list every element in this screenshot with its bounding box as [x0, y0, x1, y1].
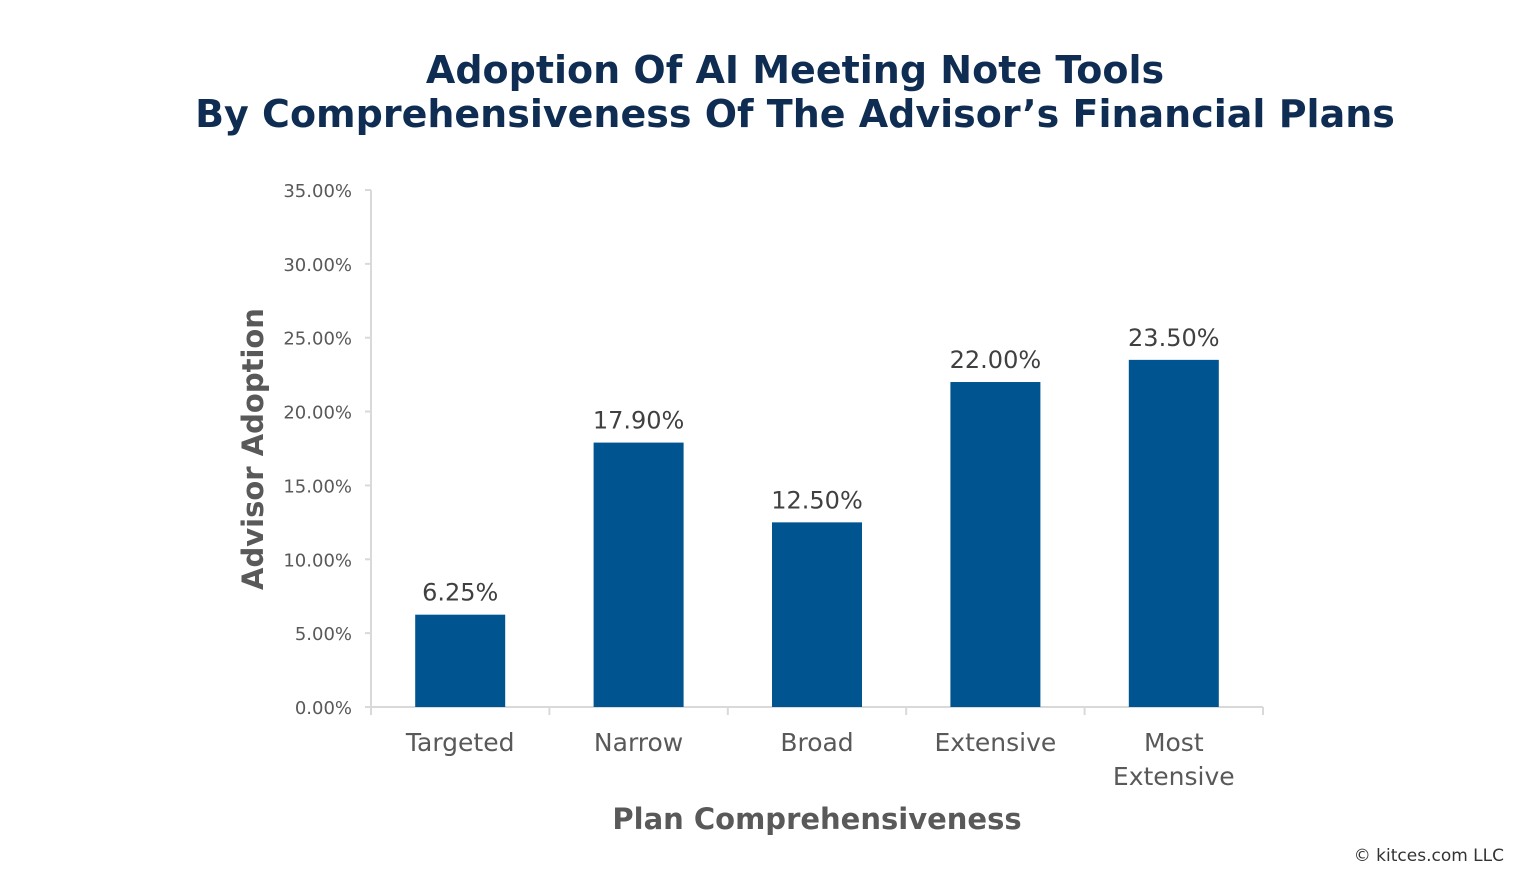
- data-label: 22.00%: [950, 346, 1042, 374]
- y-tick-label: 25.00%: [283, 329, 352, 350]
- y-tick-label: 20.00%: [283, 403, 352, 424]
- chart-title-line-1: Adoption Of AI Meeting Note Tools: [425, 48, 1165, 92]
- x-tick-label: Targeted: [405, 728, 515, 757]
- bar: [1128, 359, 1219, 707]
- chart-title: Adoption Of AI Meeting Note Tools By Com…: [0, 48, 1536, 136]
- y-tick-label: 5.00%: [295, 624, 352, 645]
- data-label: 23.50%: [1128, 324, 1220, 352]
- x-tick-label: Extensive: [935, 728, 1057, 757]
- x-axis-title: Plan Comprehensiveness: [612, 802, 1021, 836]
- copyright-credit: © kitces.com LLC: [1353, 846, 1504, 866]
- data-label: 6.25%: [422, 579, 498, 607]
- bar: [772, 522, 862, 707]
- data-label: 12.50%: [771, 486, 863, 514]
- bar: [593, 442, 684, 707]
- y-tick-label: 35.00%: [283, 181, 352, 202]
- bar: [415, 614, 506, 707]
- bar: [950, 382, 1041, 707]
- x-tick-label: Extensive: [1113, 762, 1235, 791]
- x-tick-label: Most: [1144, 728, 1204, 757]
- y-tick-label: 0.00%: [295, 698, 352, 719]
- x-tick-label: Broad: [780, 728, 853, 757]
- data-label: 17.90%: [593, 407, 685, 435]
- y-tick-label: 15.00%: [283, 476, 352, 497]
- y-axis-title: Advisor Adoption: [236, 308, 270, 590]
- chart-title-line-2: By Comprehensiveness Of The Advisor’s Fi…: [195, 92, 1395, 136]
- y-tick-label: 10.00%: [283, 550, 352, 571]
- y-tick-label: 30.00%: [283, 255, 352, 276]
- x-tick-label: Narrow: [594, 728, 683, 757]
